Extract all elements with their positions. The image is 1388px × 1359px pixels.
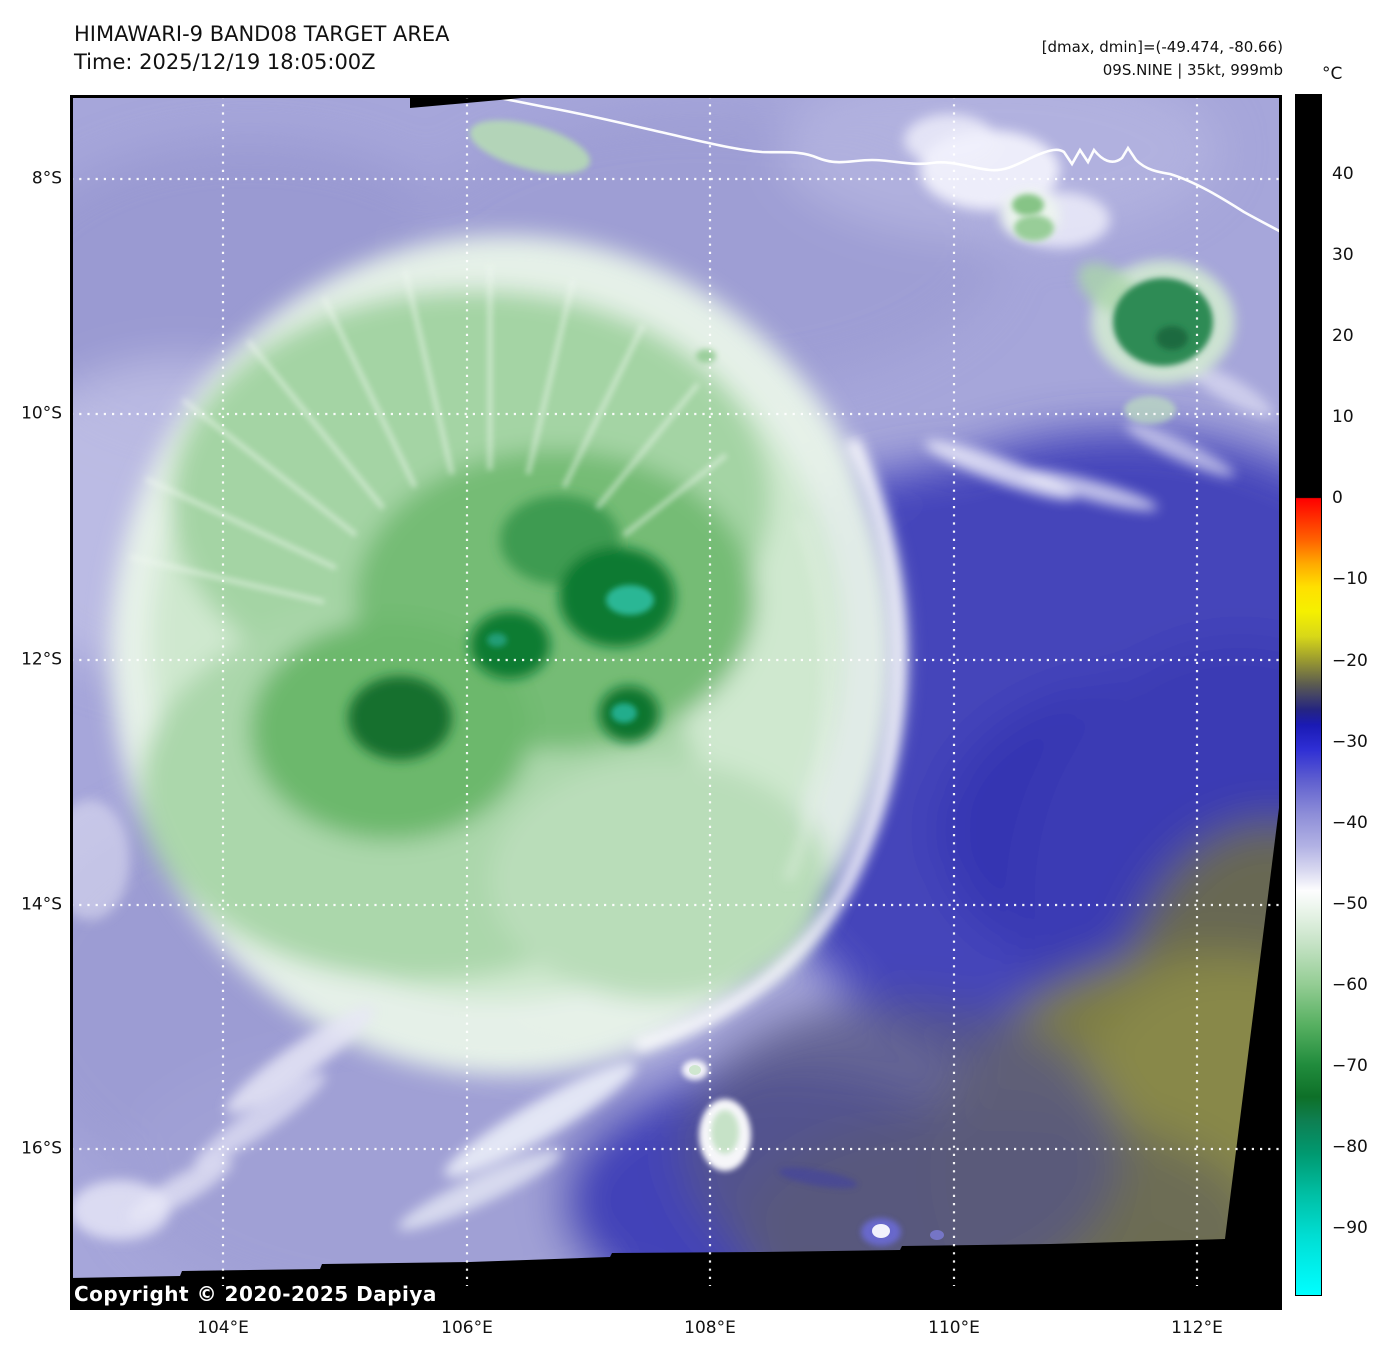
cbar-tick-−40: −40 [1332,813,1368,833]
cbar-tick-40: 40 [1332,164,1354,184]
cbar-tick-−60: −60 [1332,975,1368,995]
map-border [70,95,1282,1310]
cbar-tick-−20: −20 [1332,651,1368,671]
java-land-tint [469,120,591,174]
cbar-tick-−30: −30 [1332,732,1368,752]
satellite-map: Copyright © 2020-2025 Dapiya [70,95,1282,1310]
isolated-cells [682,1060,944,1246]
annotation-dmax-dmin: [dmax, dmin]=(-49.474, -80.66) [1041,38,1283,56]
lon-tick-110°E: 110°E [928,1318,980,1338]
graticule-gridlines [71,96,1281,1286]
lon-tick-108°E: 108°E [684,1318,736,1338]
lat-tick-8°S: 8°S [31,168,62,189]
cbar-tick-−90: −90 [1332,1218,1368,1238]
cbar-tick-10: 10 [1332,407,1354,427]
annotation-block: [dmax, dmin]=(-49.474, -80.66) 09S.NINE … [1042,36,1283,82]
colorbar-unit-label: °C [1322,64,1343,84]
title-block: HIMAWARI-9 BAND08 TARGET AREA Time: 2025… [74,20,450,76]
satellite-image [70,95,1282,1310]
cbar-tick-−70: −70 [1332,1056,1368,1076]
coastline [477,95,1282,234]
lon-tick-104°E: 104°E [197,1318,249,1338]
cbar-tick-30: 30 [1332,245,1354,265]
cirrus-streaks [70,114,1274,1240]
cbar-tick-−50: −50 [1332,894,1368,914]
lat-tick-16°S: 16°S [21,1138,62,1159]
off-swath-black [70,95,1282,1310]
northeast-convective-cluster [696,191,1235,424]
cyclone-cloud-mass [110,235,906,1075]
figure-title: HIMAWARI-9 BAND08 TARGET AREA [74,22,450,46]
cold-convective-cores [348,495,675,760]
cbar-tick-−10: −10 [1332,569,1368,589]
copyright-label: Copyright © 2020-2025 Dapiya [74,1282,437,1306]
cbar-tick-−80: −80 [1332,1137,1368,1157]
lon-tick-106°E: 106°E [441,1318,493,1338]
figure-timestamp: Time: 2025/12/19 18:05:00Z [74,50,376,74]
annotation-storm-info: 09S.NINE | 35kt, 999mb [1102,61,1283,79]
cbar-tick-20: 20 [1332,326,1354,346]
coldest-tops-teal [487,585,654,723]
lon-tick-112°E: 112°E [1171,1318,1223,1338]
cbar-tick-0: 0 [1332,488,1343,508]
lat-tick-12°S: 12°S [21,649,62,670]
cloud-shield-rim [634,437,906,1053]
colorbar [1295,94,1322,1296]
lat-tick-14°S: 14°S [21,894,62,915]
lat-tick-10°S: 10°S [21,403,62,424]
outflow-striations [129,265,728,605]
